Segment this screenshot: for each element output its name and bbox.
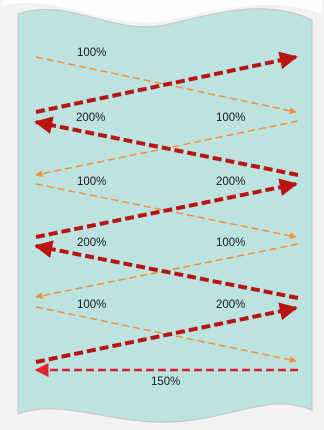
- thick-arrow-2: [34, 116, 299, 177]
- label-l6: 200%: [77, 237, 106, 249]
- thick-arrow-5: [35, 302, 298, 364]
- label-l7: 100%: [216, 237, 245, 249]
- label-l3: 100%: [216, 112, 245, 124]
- label-l2: 200%: [76, 112, 105, 124]
- label-l8: 100%: [77, 299, 106, 311]
- label-l9: 200%: [216, 299, 245, 311]
- label-l10: 150%: [151, 376, 180, 388]
- thick-arrow-1: [35, 51, 298, 114]
- label-l1: 100%: [77, 47, 106, 59]
- thick-arrow-3: [35, 178, 298, 239]
- label-l5: 200%: [216, 176, 245, 188]
- torn-paper-panel: [17, 8, 313, 423]
- thick-arrow-4: [34, 240, 299, 300]
- label-l4: 100%: [77, 176, 106, 188]
- panel-top-shadow: [2, 0, 322, 23]
